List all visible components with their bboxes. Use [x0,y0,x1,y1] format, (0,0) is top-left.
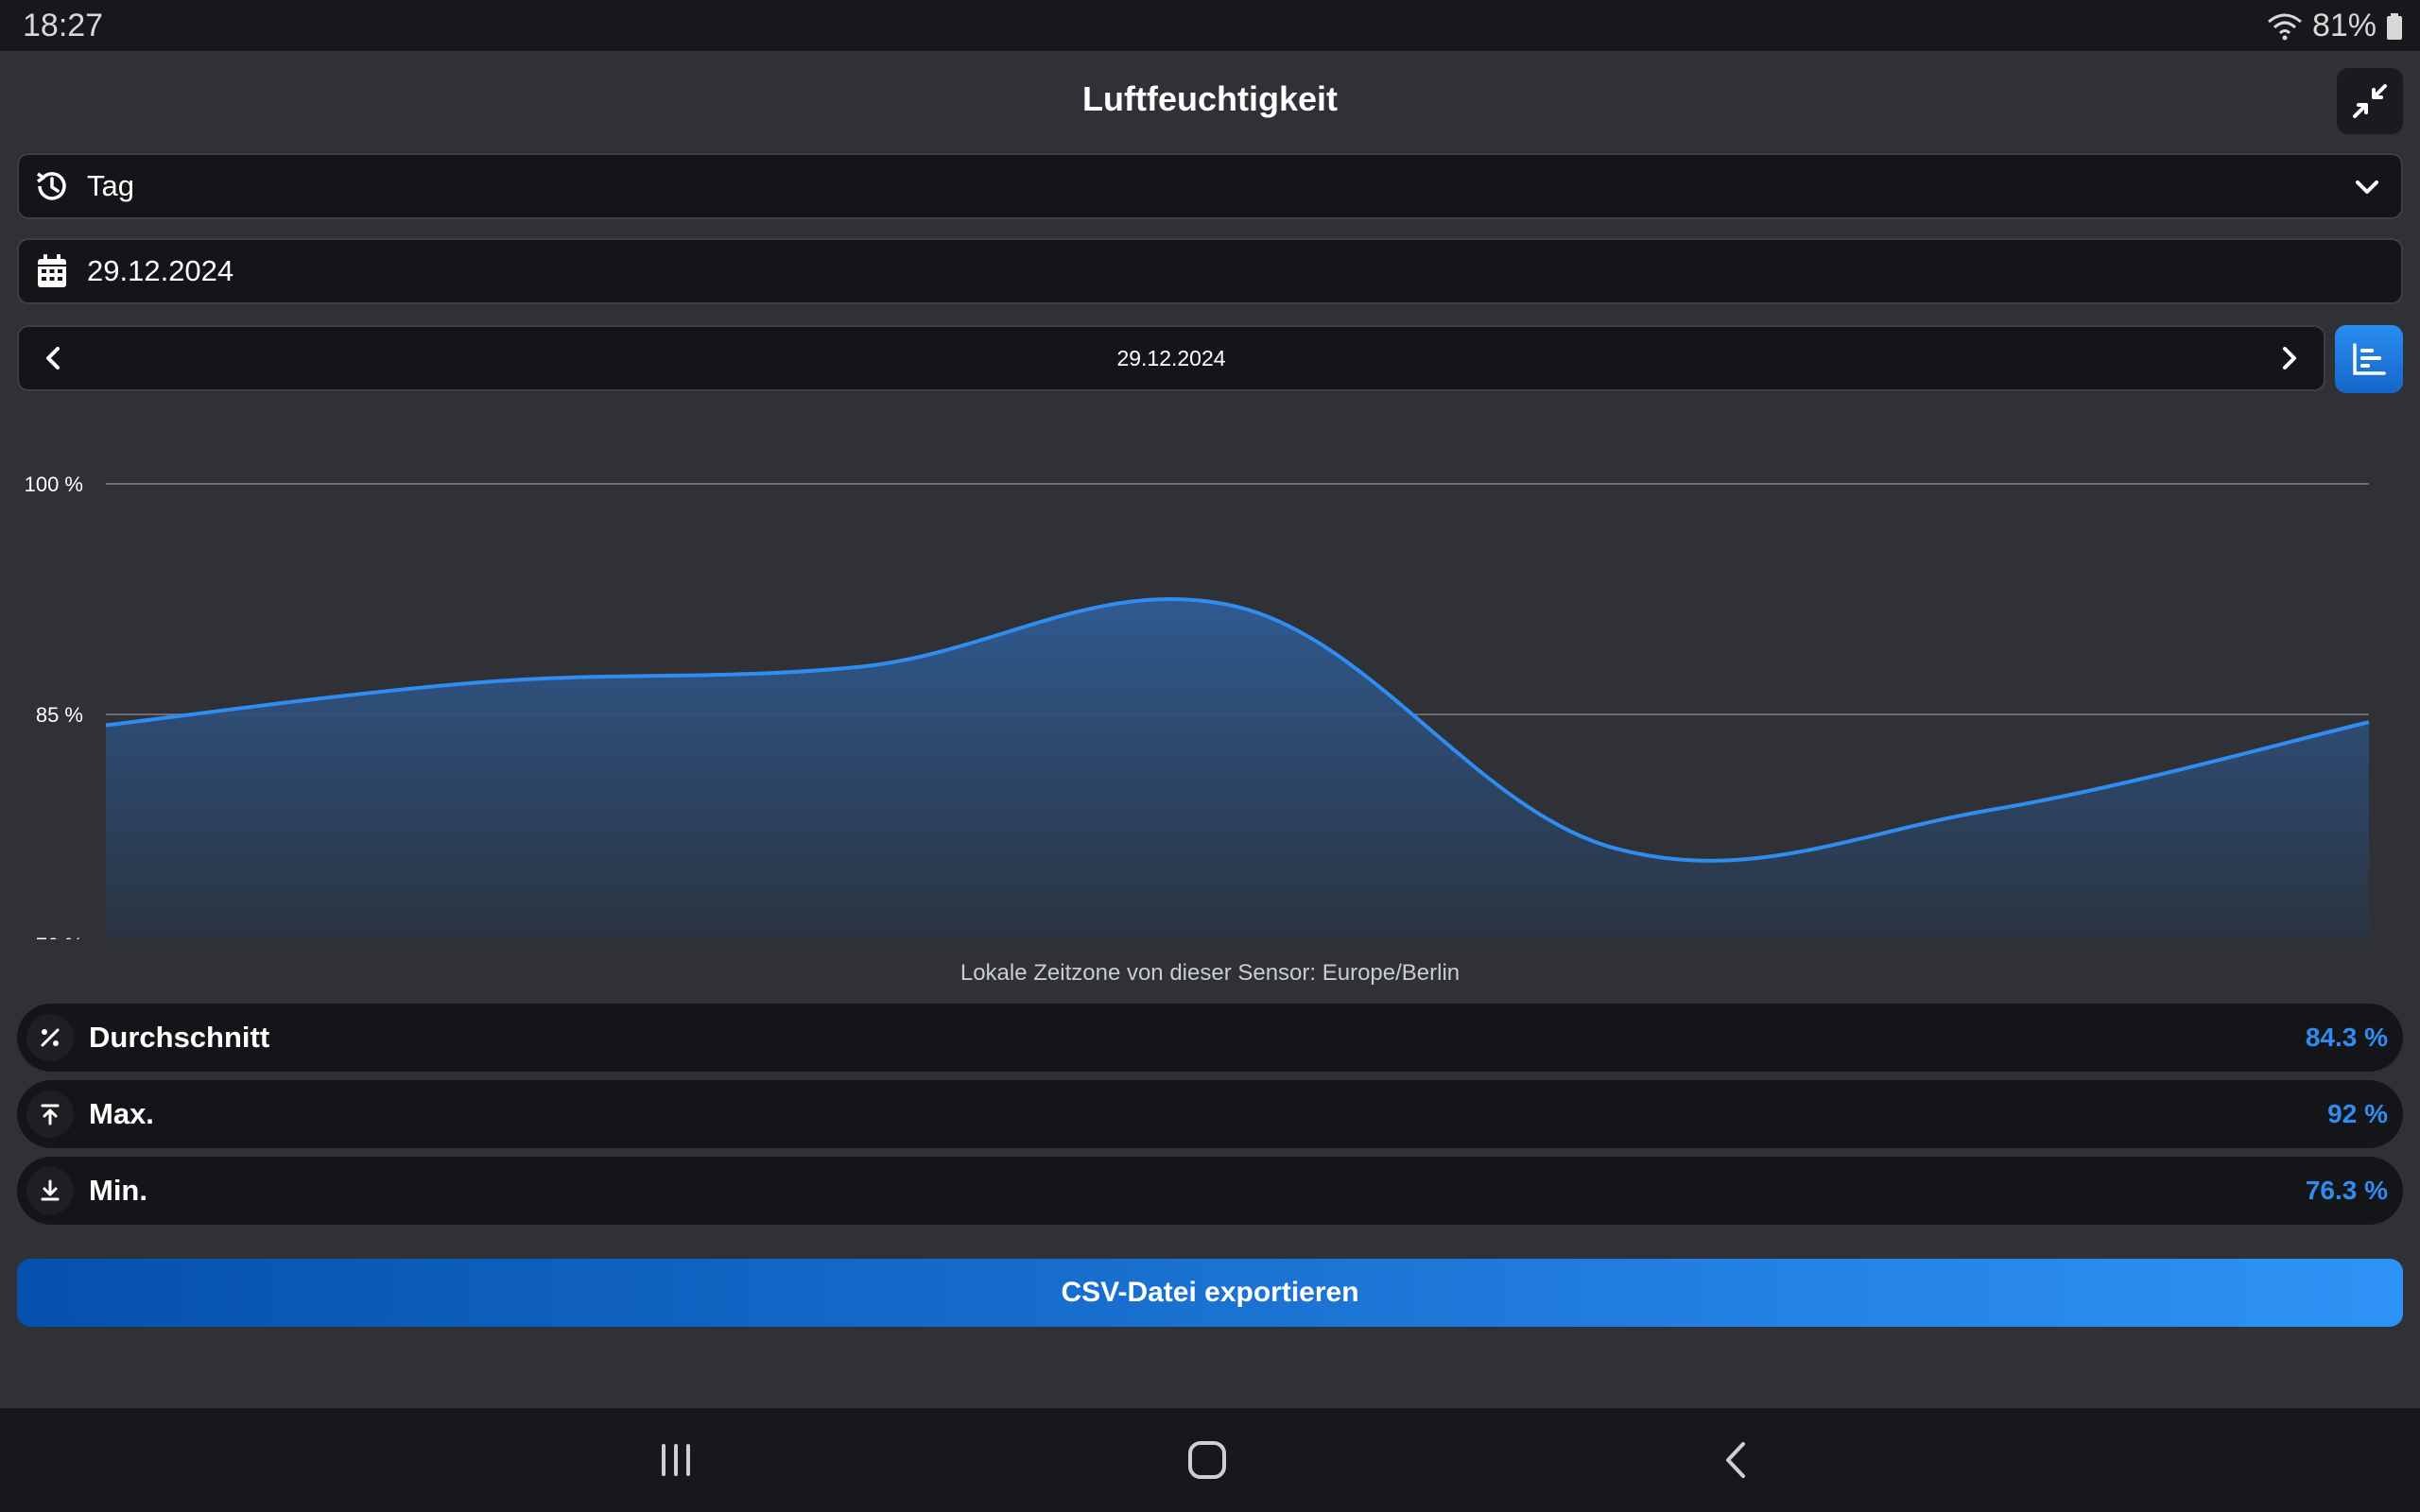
percent-icon [26,1014,74,1061]
date-field[interactable]: 29.12.2024 [17,238,2403,304]
stat-max: Max. 92 % [17,1080,2403,1148]
y-tick-label: 100 % [25,472,83,496]
y-tick-label: 85 % [36,703,83,727]
compress-icon [2353,84,2387,118]
arrow-down-to-line-icon [26,1167,74,1214]
humidity-chart: 70 %85 %100 %03:0010:0013:0014:0019:0021… [25,472,2370,939]
page-title: Luftfeuchtigkeit [1082,79,1338,118]
status-bar: 18:27 81% [0,0,2420,51]
app-screen: Luftfeuchtigkeit Tag [0,51,2420,1408]
period-value: Tag [87,169,134,202]
wifi-icon [2267,13,2302,40]
stat-label: Durchschnitt [89,1021,270,1054]
collapse-button[interactable] [2337,68,2403,134]
chevron-down-icon [2356,180,2378,194]
date-value: 29.12.2024 [87,254,234,287]
stat-value: 84.3 % [2305,1022,2388,1052]
previous-day-button[interactable] [38,342,70,374]
arrow-up-to-line-icon [26,1091,74,1138]
stat-label: Min. [89,1174,147,1207]
status-icons: 81% [2267,8,2403,44]
home-icon[interactable] [1184,1436,1231,1484]
stat-min: Min. 76.3 % [17,1157,2403,1225]
next-day-button[interactable] [2273,342,2305,374]
back-icon[interactable] [1715,1436,1762,1484]
battery-icon [2387,12,2402,40]
recent-apps-icon[interactable] [652,1436,700,1484]
history-icon [34,168,70,204]
stat-label: Max. [89,1097,154,1130]
stat-value: 76.3 % [2305,1176,2388,1205]
y-tick-label: 70 % [36,934,83,939]
date-nav-label: 29.12.2024 [1116,346,1226,370]
system-nav-bar [0,1408,2420,1512]
bar-chart-icon [2353,343,2386,375]
chart-toggle-button[interactable] [2335,325,2403,393]
series-area [106,598,2369,939]
timezone-note: Lokale Zeitzone von dieser Sensor: Europ… [959,960,1461,986]
battery-percent: 81% [2311,8,2377,43]
stat-value: 92 % [2327,1099,2388,1128]
stat-average: Durchschnitt 84.3 % [17,1004,2403,1072]
calendar-icon [34,253,70,289]
export-csv-button[interactable]: CSV-Datei exportieren [17,1259,2403,1327]
period-dropdown[interactable]: Tag [17,153,2403,219]
status-time: 18:27 [23,8,104,43]
series-line [105,596,2370,863]
date-navigator: 29.12.2024 [17,325,2325,391]
